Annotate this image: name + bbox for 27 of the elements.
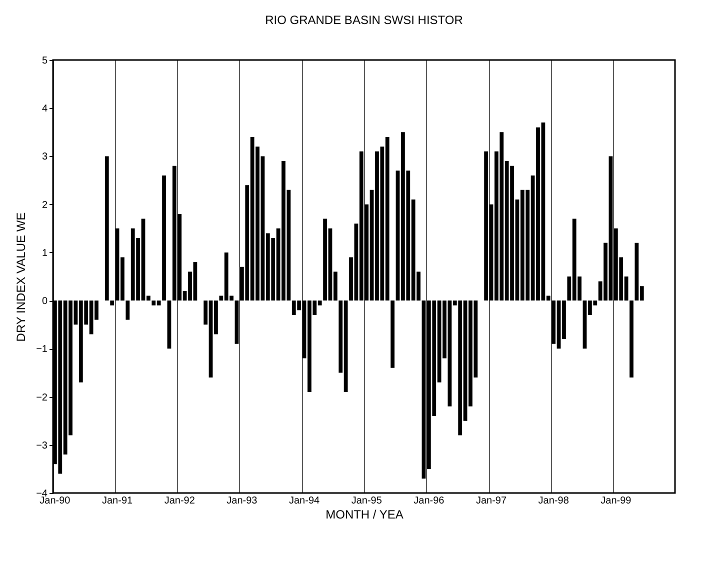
- x-tick-label: Jan-98: [538, 496, 570, 506]
- y-tick-label: −1: [36, 344, 48, 356]
- x-axis-title: MONTH / YEA: [326, 508, 404, 522]
- x-tick-label: Jan-96: [414, 496, 445, 506]
- bar: [167, 300, 172, 349]
- x-tick-label: Jan-95: [351, 496, 382, 506]
- y-tick-label: 3: [42, 152, 48, 163]
- y-tick-label: 2: [42, 200, 48, 211]
- x-tick-label: Jan-99: [600, 496, 632, 506]
- y-tick-label: 1: [42, 248, 48, 259]
- bar: [162, 175, 166, 301]
- y-tick-label: 4: [42, 104, 48, 115]
- y-tick-label: −2: [36, 392, 48, 404]
- x-tick-label: Jan-97: [476, 496, 507, 506]
- x-tick-label: Jan-91: [102, 496, 134, 506]
- bar: [390, 300, 395, 368]
- bar: [126, 300, 130, 320]
- chart-title: RIO GRANDE BASIN SWSI HISTOR: [265, 13, 464, 27]
- y-tick-label: 0: [42, 296, 48, 308]
- bar: [630, 300, 634, 378]
- y-tick-label: 5: [42, 56, 48, 66]
- bar: [104, 156, 109, 301]
- y-tick-label: −3: [36, 440, 48, 452]
- x-tick-label: Jan-92: [164, 496, 196, 506]
- x-tick-label: Jan-93: [226, 496, 258, 506]
- x-tick-label: Jan-94: [288, 496, 320, 506]
- y-axis-title: DRY INDEX VALUE WE: [14, 212, 28, 342]
